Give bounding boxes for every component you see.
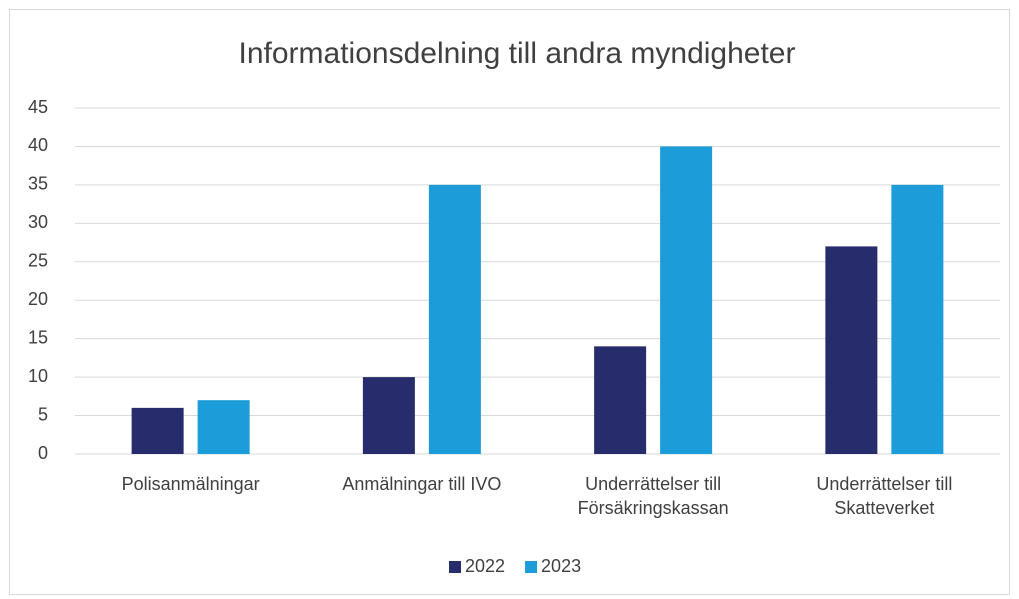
- y-tick-label: 10: [28, 366, 48, 386]
- y-tick-label: 35: [28, 174, 48, 194]
- chart-title: Informationsdelning till andra myndighet…: [239, 37, 796, 70]
- y-tick-label: 25: [28, 251, 48, 271]
- y-tick-label: 40: [28, 135, 48, 155]
- bar: [362, 377, 415, 454]
- y-tick-label: 5: [38, 404, 48, 424]
- bar: [660, 146, 713, 454]
- bar: [594, 346, 647, 454]
- legend-swatch: [525, 561, 538, 573]
- y-tick-label: 0: [38, 443, 48, 463]
- y-tick-label: 45: [28, 97, 48, 117]
- x-tick-label: Polisanmälningar: [121, 474, 260, 494]
- legend-swatch: [449, 561, 461, 573]
- bar: [825, 246, 878, 454]
- x-tick-label: Underrättelser till Skatteverket: [816, 474, 953, 518]
- x-tick-label: Underrättelser till Försäkringskassan: [577, 474, 729, 518]
- bar: [428, 184, 481, 454]
- y-tick-label: 30: [28, 212, 48, 232]
- legend-label: 2022: [465, 556, 505, 576]
- legend-label: 2023: [541, 556, 581, 576]
- y-tick-label: 20: [28, 289, 48, 309]
- y-tick-label: 15: [28, 327, 48, 347]
- bar: [131, 407, 184, 454]
- x-tick-label: Anmälningar till IVO: [342, 474, 502, 494]
- bar: [197, 400, 250, 454]
- bar: [891, 184, 944, 454]
